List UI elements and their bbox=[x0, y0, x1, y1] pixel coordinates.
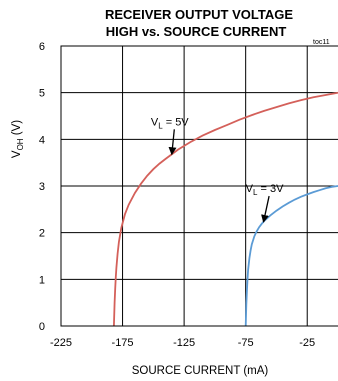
figure-id: toc11 bbox=[313, 39, 330, 46]
x-axis-label: SOURCE CURRENT (mA) bbox=[132, 365, 269, 377]
x-tick-label: -125 bbox=[173, 337, 195, 349]
y-axis-label-base: V bbox=[11, 150, 23, 158]
x-tick-labels: -225 -175 -125 -75 -25 bbox=[50, 337, 315, 349]
annotation-arrow-1 bbox=[168, 129, 177, 156]
grid bbox=[61, 46, 338, 326]
y-tick-label: 4 bbox=[39, 134, 45, 146]
plot-frame bbox=[60, 45, 338, 327]
x-tick-label: -25 bbox=[299, 337, 315, 349]
series-line-2 bbox=[244, 185, 338, 327]
x-tick-label: -225 bbox=[50, 337, 72, 349]
y-axis-label-unit: (V) bbox=[11, 120, 23, 139]
y-axis-label: VOH (V) bbox=[11, 120, 25, 158]
series-label-2: VL = 3V bbox=[246, 183, 284, 197]
y-tick-label: 6 bbox=[39, 41, 45, 53]
chart-title-line-2: HIGH vs. SOURCE CURRENT bbox=[106, 24, 287, 39]
annotations: VL = 5V VL = 3V bbox=[151, 116, 284, 223]
series-line-1 bbox=[113, 91, 338, 327]
chart-title-line-1: RECEIVER OUTPUT VOLTAGE bbox=[105, 7, 293, 22]
series-label-1: VL = 5V bbox=[151, 116, 189, 130]
y-tick-label: 3 bbox=[39, 181, 45, 193]
y-tick-label: 5 bbox=[39, 88, 45, 100]
y-tick-labels: 0 1 2 3 4 5 6 bbox=[39, 41, 45, 333]
y-tick-label: 1 bbox=[39, 274, 45, 286]
y-axis-label-subscript: OH bbox=[16, 138, 25, 150]
x-tick-label: -75 bbox=[238, 337, 254, 349]
annotation-arrow-2 bbox=[261, 195, 270, 223]
y-tick-label: 2 bbox=[39, 228, 45, 240]
x-tick-label: -175 bbox=[112, 337, 134, 349]
series-lines bbox=[113, 91, 338, 327]
y-tick-label: 0 bbox=[39, 321, 45, 333]
